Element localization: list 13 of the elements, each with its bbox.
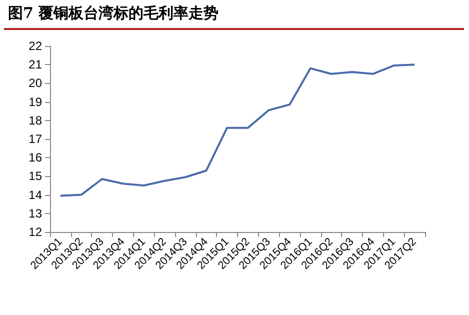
y-tick-label: 14: [28, 188, 42, 202]
y-tick-label: 16: [28, 150, 42, 165]
y-tick-label: 13: [28, 206, 42, 220]
y-tick-label: 17: [28, 132, 42, 146]
y-tick-label: 12: [28, 225, 42, 239]
y-tick-label: 20: [28, 76, 42, 90]
y-tick-label: 21: [28, 58, 42, 72]
y-tick-label: 19: [28, 94, 42, 109]
y-tick-label: 22: [28, 39, 42, 53]
y-tick-label: 18: [28, 113, 42, 128]
chart-title: 图7 覆铜板台湾标的毛利率走势: [8, 4, 219, 23]
line-series: [59, 64, 416, 197]
y-tick-label: 15: [28, 169, 42, 184]
